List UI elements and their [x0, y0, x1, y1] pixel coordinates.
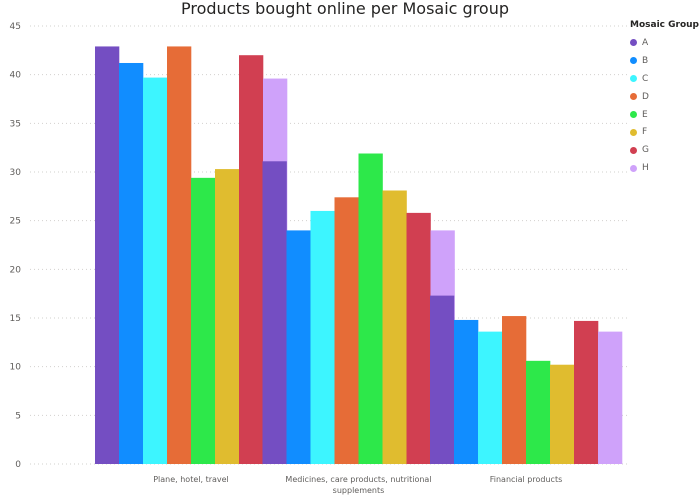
legend-item-A[interactable]: A — [630, 34, 700, 52]
legend-marker-icon — [630, 75, 637, 83]
legend-marker-icon — [630, 93, 637, 101]
legend-title: Mosaic Group — [630, 20, 699, 30]
legend-label: D — [642, 91, 649, 102]
legend-marker-icon — [630, 146, 637, 154]
bar-A-2[interactable] — [430, 295, 455, 464]
y-tick-label: 30 — [10, 168, 22, 178]
legend-item-D[interactable]: D — [630, 88, 700, 106]
bar-D-2[interactable] — [502, 316, 527, 464]
legend-label: F — [642, 127, 648, 138]
legend-label: A — [642, 37, 649, 48]
bar-H-2[interactable] — [598, 331, 623, 464]
legend-label: G — [642, 145, 649, 156]
y-tick-label: 5 — [15, 411, 21, 421]
bar-E-2[interactable] — [526, 360, 551, 464]
bar-F-1[interactable] — [382, 190, 407, 464]
x-axis-category-labels: Plane, hotel, travel Medicines, care prod… — [153, 475, 562, 495]
x-category-label: Financial products — [490, 475, 563, 484]
y-tick-label: 15 — [10, 314, 21, 324]
bar-C-2[interactable] — [478, 331, 503, 464]
x-category-label: supplements — [333, 486, 385, 495]
y-tick-label: 25 — [10, 217, 21, 227]
legend-item-H[interactable]: H — [630, 159, 700, 177]
bar-F-0[interactable] — [215, 169, 240, 464]
legend-label: E — [642, 109, 648, 120]
legend-marker-icon — [630, 57, 637, 65]
bar-A-1[interactable] — [262, 161, 287, 464]
bar-B-0[interactable] — [119, 62, 144, 465]
y-tick-label: 0 — [15, 460, 21, 470]
legend-label: H — [642, 163, 649, 174]
bar-A-0[interactable] — [95, 46, 120, 464]
y-tick-label: 45 — [10, 22, 21, 32]
legend-item-G[interactable]: G — [630, 141, 700, 159]
bar-G-0[interactable] — [239, 55, 264, 464]
bar-C-0[interactable] — [143, 77, 168, 464]
legend-item-E[interactable]: E — [630, 106, 700, 124]
legend-marker-icon — [630, 164, 637, 172]
bar-B-2[interactable] — [454, 319, 479, 464]
bar-F-2[interactable] — [550, 364, 575, 464]
y-tick-label: 35 — [10, 119, 21, 129]
y-tick-label: 40 — [10, 71, 22, 81]
legend-item-C[interactable]: C — [630, 70, 700, 88]
legend-marker-icon — [630, 39, 637, 47]
legend-marker-icon — [630, 128, 637, 136]
y-axis-ticks: 0 5 10 15 20 25 30 35 40 45 — [10, 22, 22, 470]
bar-D-0[interactable] — [167, 46, 192, 464]
legend-item-F[interactable]: F — [630, 123, 700, 141]
legend-item-B[interactable]: B — [630, 52, 700, 70]
legend-label: C — [642, 73, 649, 84]
bar-E-0[interactable] — [191, 177, 216, 464]
chart-title: Products bought online per Mosaic group — [181, 0, 509, 18]
legend-marker-icon — [630, 111, 637, 118]
legend-label: B — [642, 55, 649, 66]
x-category-label: Medicines, care products, nutritional — [285, 475, 431, 484]
bar-E-1[interactable] — [358, 153, 383, 465]
bars — [95, 46, 623, 465]
bar-G-1[interactable] — [406, 212, 431, 464]
bar-G-2[interactable] — [574, 320, 599, 464]
y-tick-label: 20 — [10, 265, 22, 275]
y-tick-label: 10 — [10, 363, 22, 373]
bar-D-1[interactable] — [334, 197, 359, 464]
bar-C-1[interactable] — [310, 210, 335, 464]
x-category-label: Plane, hotel, travel — [153, 475, 229, 484]
bar-B-1[interactable] — [286, 230, 311, 464]
